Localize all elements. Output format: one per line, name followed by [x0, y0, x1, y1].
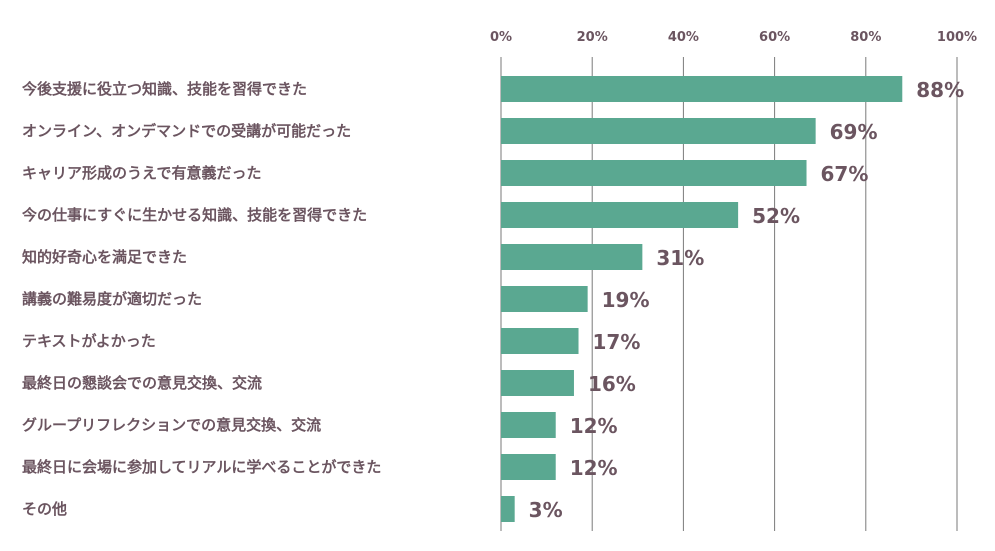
x-tick-label: 40%	[668, 30, 699, 45]
value-label: 69%	[830, 120, 878, 144]
category-label: キャリア形成のうえで有意義だった	[22, 164, 262, 182]
value-label: 67%	[821, 162, 869, 186]
x-tick-label: 60%	[759, 30, 790, 45]
bar	[501, 412, 556, 438]
category-label: テキストがよかった	[22, 332, 156, 350]
value-label: 12%	[570, 414, 618, 438]
value-label: 52%	[752, 204, 800, 228]
value-label: 31%	[656, 246, 704, 270]
value-label: 17%	[593, 330, 641, 354]
bar	[501, 76, 903, 102]
category-label: 知的好奇心を満足できた	[22, 248, 187, 266]
bar	[501, 286, 588, 312]
bar	[501, 454, 556, 480]
x-axis-ticks: 0% 20% 40% 60% 80% 100%	[490, 30, 977, 45]
x-tick-label: 20%	[577, 30, 608, 45]
category-label: 講義の難易度が適切だった	[22, 290, 202, 308]
bar	[501, 160, 807, 186]
category-label: 今後支援に役立つ知識、技能を習得できた	[21, 80, 307, 98]
value-label: 16%	[588, 372, 636, 396]
category-label: その他	[22, 500, 67, 518]
value-label: 88%	[916, 78, 964, 102]
bar	[501, 328, 579, 354]
category-labels: 今後支援に役立つ知識、技能を習得できたオンライン、オンデマンドでの受講が可能だっ…	[21, 80, 381, 518]
value-label: 12%	[570, 456, 618, 480]
value-label: 3%	[529, 498, 563, 522]
x-tick-label: 80%	[850, 30, 881, 45]
bar	[501, 496, 515, 522]
x-tick-label: 100%	[937, 30, 977, 45]
bars	[501, 76, 903, 522]
category-label: グループリフレクションでの意見交換、交流	[22, 416, 321, 434]
bar	[501, 202, 739, 228]
bar	[501, 118, 816, 144]
value-labels: 88% 69% 67% 52% 31%19% 17% 16% 12% 12% 3%	[529, 78, 964, 522]
category-label: 最終日に会場に参加してリアルに学べることができた	[22, 458, 381, 476]
bar	[501, 244, 643, 270]
category-label: オンライン、オンデマンドでの受講が可能だった	[22, 122, 351, 140]
category-label: 最終日の懇談会での意見交換、交流	[22, 374, 262, 392]
bar	[501, 370, 574, 396]
category-label: 今の仕事にすぐに生かせる知識、技能を習得できた	[21, 206, 367, 224]
x-tick-label: 0%	[490, 30, 512, 45]
value-label: 19%	[602, 288, 650, 312]
